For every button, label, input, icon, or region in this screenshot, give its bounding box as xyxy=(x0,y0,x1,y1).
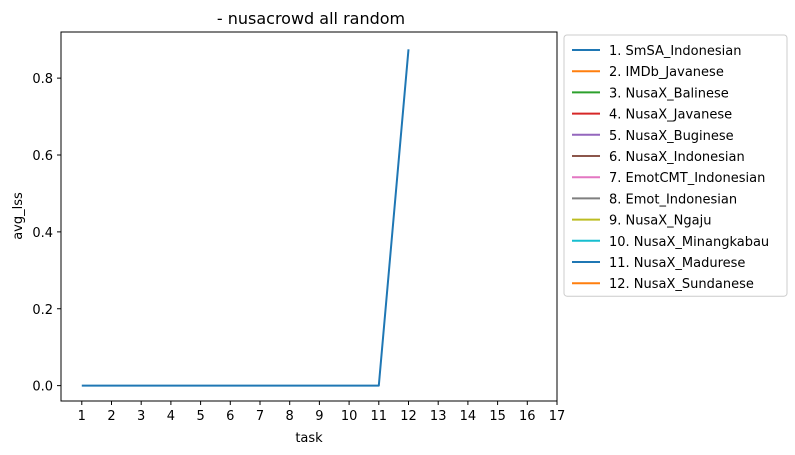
legend-entry: 7. EmotCMT_Indonesian xyxy=(609,171,765,186)
x-tick-label: 15 xyxy=(489,409,506,424)
legend-entry: 11. NusaX_Madurese xyxy=(609,256,745,271)
x-tick-label: 2 xyxy=(107,409,115,424)
x-tick-label: 6 xyxy=(226,409,234,424)
x-tick-label: 10 xyxy=(341,409,358,424)
legend-entry: 9. NusaX_Ngaju xyxy=(609,214,711,229)
plot-frame xyxy=(60,31,558,402)
legend-entry: 10. NusaX_Minangkabau xyxy=(609,235,769,250)
x-tick-label: 17 xyxy=(549,409,566,424)
x-tick-label: 4 xyxy=(167,409,175,424)
x-tick-label: 7 xyxy=(256,409,264,424)
legend-entry: 5. NusaX_Buginese xyxy=(609,129,734,144)
y-tick-label: 0.8 xyxy=(32,72,53,87)
legend-entry: 8. Emot_Indonesian xyxy=(609,192,737,207)
x-tick-label: 13 xyxy=(430,409,447,424)
y-axis-label: avg_lss xyxy=(11,192,26,240)
legend-box xyxy=(563,34,788,297)
legend-entry: 4. NusaX_Javanese xyxy=(609,108,732,123)
series-line-1 xyxy=(81,49,410,387)
x-tick-label: 14 xyxy=(460,409,477,424)
x-tick-label: 8 xyxy=(286,409,294,424)
x-tick-label: 9 xyxy=(315,409,323,424)
x-tick-label: 16 xyxy=(519,409,536,424)
x-tick-label: 11 xyxy=(371,409,388,424)
legend-entry: 6. NusaX_Indonesian xyxy=(609,150,745,165)
x-tick-label: 12 xyxy=(400,409,417,424)
legend-entry: 12. NusaX_Sundanese xyxy=(609,277,754,292)
y-tick-label: 0.4 xyxy=(32,226,53,241)
y-tick-label: 0.6 xyxy=(32,149,53,164)
plot-area xyxy=(60,31,558,402)
y-axis: 0.0 0.2 0.4 0.6 0.8 xyxy=(32,72,61,395)
x-axis-label: task xyxy=(295,431,323,446)
series-lines xyxy=(81,49,410,387)
legend-entry: 1. SmSA_Indonesian xyxy=(609,44,741,59)
legend-entry: 3. NusaX_Balinese xyxy=(609,86,729,101)
x-tick-label: 1 xyxy=(78,409,86,424)
legend: 1. SmSA_Indonesian 2. IMDb_Javanese 3. Nus… xyxy=(563,34,788,297)
legend-entry: 2. IMDb_Javanese xyxy=(609,65,724,80)
x-tick-label: 5 xyxy=(196,409,204,424)
x-tick-label: 3 xyxy=(137,409,145,424)
y-tick-label: 0.2 xyxy=(32,303,53,318)
chart-title: - nusacrowd all random xyxy=(217,9,405,28)
x-axis: 1 2 3 4 5 6 7 8 9 10 11 12 13 14 15 16 17 xyxy=(78,401,566,424)
y-tick-label: 0.0 xyxy=(32,380,53,395)
